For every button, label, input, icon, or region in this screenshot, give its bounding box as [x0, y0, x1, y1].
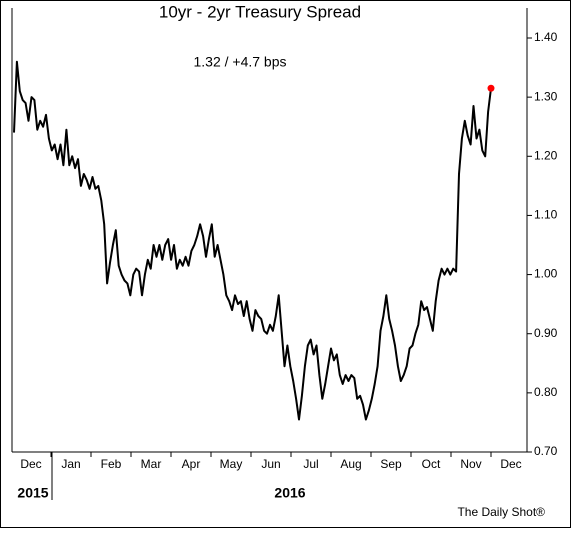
- line: [13, 60, 492, 421]
- y-tick-label: 1.00: [534, 267, 558, 281]
- y-tick-label: 0.80: [534, 385, 558, 399]
- x-tick-label: Feb: [101, 457, 122, 471]
- y-tick-label: 0.90: [534, 326, 558, 340]
- y-tick-label: 1.40: [534, 30, 558, 44]
- y-tick-label: 1.20: [534, 148, 558, 162]
- annotation: 1.32 / +4.7 bps: [193, 54, 286, 70]
- chart-title: 10yr - 2yr Treasury Spread: [159, 2, 361, 21]
- x-tick-label: Dec: [500, 457, 521, 471]
- x-tick-label: Jan: [61, 457, 80, 471]
- x-tick-label: Jul: [303, 457, 318, 471]
- x-tick-label: Oct: [422, 457, 441, 471]
- x-tick-label: Aug: [340, 457, 361, 471]
- x-tick-label: Dec: [20, 457, 41, 471]
- y-tick-label: 1.30: [534, 89, 558, 103]
- last-point: [487, 84, 495, 92]
- x-tick-label: May: [220, 457, 243, 471]
- year-label: 2016: [274, 485, 305, 501]
- y-tick-label: 1.10: [534, 208, 558, 222]
- x-tick-label: Sep: [380, 457, 402, 471]
- x-tick-label: Mar: [141, 457, 162, 471]
- x-tick-label: Nov: [460, 457, 481, 471]
- year-label: 2015: [17, 485, 48, 501]
- source: The Daily Shot®: [457, 505, 545, 519]
- x-tick-label: Apr: [182, 457, 201, 471]
- y-tick-label: 0.70: [534, 444, 558, 458]
- x-tick-label: Jun: [261, 457, 280, 471]
